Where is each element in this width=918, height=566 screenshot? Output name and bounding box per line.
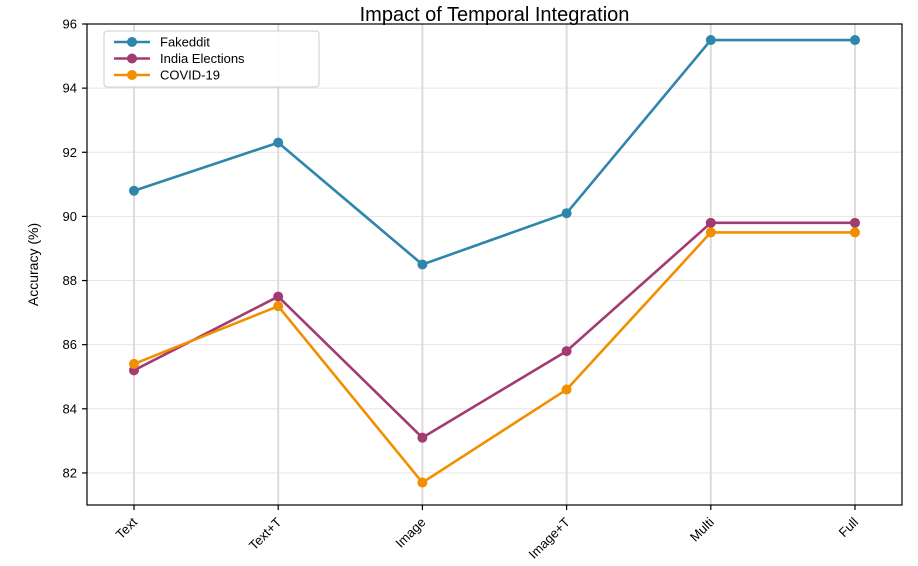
series bbox=[129, 35, 860, 488]
y-tick-label: 90 bbox=[63, 209, 77, 224]
grid bbox=[87, 23, 902, 505]
x-tick-label: Multi bbox=[687, 514, 717, 544]
x-tick-label: Image bbox=[392, 515, 428, 551]
data-point bbox=[417, 259, 428, 270]
legend-label: COVID-19 bbox=[160, 68, 220, 83]
data-point bbox=[850, 35, 860, 46]
legend-item: Fakeddit bbox=[114, 35, 210, 50]
series-line bbox=[133, 38, 855, 266]
y-axis-label: Accuracy (%) bbox=[25, 223, 41, 306]
data-point bbox=[705, 217, 716, 228]
y-tick-label: 82 bbox=[63, 465, 77, 480]
y-tick-label: 96 bbox=[63, 17, 77, 32]
series-line bbox=[133, 231, 855, 484]
x-tick-label: Text+T bbox=[246, 514, 284, 552]
data-point bbox=[129, 185, 139, 196]
x-tick-label: Image+T bbox=[526, 514, 573, 561]
legend-label: India Elections bbox=[160, 51, 245, 66]
data-point bbox=[561, 384, 572, 395]
data-point bbox=[850, 217, 860, 228]
legend-item: COVID-19 bbox=[114, 68, 220, 83]
y-tick-label: 88 bbox=[63, 273, 77, 288]
chart-title: Impact of Temporal Integration bbox=[360, 4, 630, 26]
x-tick-label: Full bbox=[836, 514, 861, 539]
y-tick-label: 92 bbox=[63, 145, 77, 160]
x-axis-ticks: Text Text+T Image Image+T Multi Full bbox=[113, 505, 861, 562]
y-tick-label: 86 bbox=[63, 337, 77, 352]
y-axis-ticks: 82 84 86 88 90 92 94 96 bbox=[63, 17, 87, 480]
y-tick-label: 84 bbox=[63, 401, 77, 416]
legend-marker bbox=[127, 53, 137, 64]
data-point bbox=[129, 358, 139, 369]
data-point bbox=[417, 432, 428, 443]
series-covid-19 bbox=[129, 227, 860, 488]
data-point bbox=[273, 301, 284, 312]
plot-frame bbox=[86, 23, 903, 506]
data-point bbox=[705, 35, 716, 46]
series-fakeddit bbox=[129, 35, 860, 270]
legend-box bbox=[103, 30, 320, 88]
legend-label: Fakeddit bbox=[160, 35, 210, 50]
data-point bbox=[561, 346, 572, 357]
data-point bbox=[273, 137, 284, 148]
legend-item: India Elections bbox=[114, 51, 245, 66]
legend-marker bbox=[127, 37, 137, 47]
series-line bbox=[133, 221, 855, 439]
data-point bbox=[850, 227, 860, 238]
data-point bbox=[705, 227, 716, 238]
data-point bbox=[273, 291, 284, 302]
data-point bbox=[417, 477, 428, 488]
y-tick-label: 94 bbox=[63, 81, 77, 96]
legend-marker bbox=[127, 70, 137, 80]
x-tick-label: Text bbox=[113, 514, 141, 542]
data-point bbox=[561, 208, 572, 219]
